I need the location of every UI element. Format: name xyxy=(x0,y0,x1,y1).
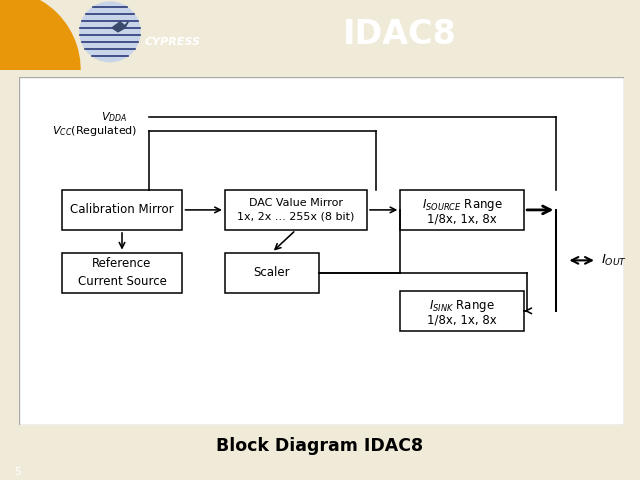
Text: Calibration Mirror: Calibration Mirror xyxy=(70,204,174,216)
Circle shape xyxy=(80,2,140,61)
Wedge shape xyxy=(0,0,80,84)
Text: Scaler: Scaler xyxy=(253,266,290,279)
Text: Reference
Current Source: Reference Current Source xyxy=(77,257,166,288)
Text: IDAC8: IDAC8 xyxy=(343,18,457,51)
Bar xyxy=(225,252,319,292)
Text: $V_{DDA}$: $V_{DDA}$ xyxy=(101,110,127,124)
Text: 1/8x, 1x, 8x: 1/8x, 1x, 8x xyxy=(428,313,497,326)
Bar xyxy=(61,252,182,292)
Text: $I_{SOURCE}$ Range: $I_{SOURCE}$ Range xyxy=(422,197,502,213)
Text: CYPRESS: CYPRESS xyxy=(145,37,201,47)
Bar xyxy=(61,190,182,230)
Bar xyxy=(225,190,367,230)
Text: 5: 5 xyxy=(15,467,22,477)
Polygon shape xyxy=(112,22,128,32)
Text: $I_{OUT}$: $I_{OUT}$ xyxy=(601,253,627,268)
Bar xyxy=(400,190,524,230)
Text: $V_{CC}$(Regulated): $V_{CC}$(Regulated) xyxy=(52,124,138,138)
Text: $I_{SINK}$ Range: $I_{SINK}$ Range xyxy=(429,298,495,313)
Text: DAC Value Mirror
1x, 2x ... 255x (8 bit): DAC Value Mirror 1x, 2x ... 255x (8 bit) xyxy=(237,198,355,222)
Text: Block Diagram IDAC8: Block Diagram IDAC8 xyxy=(216,436,424,455)
Bar xyxy=(400,291,524,331)
Text: 1/8x, 1x, 8x: 1/8x, 1x, 8x xyxy=(428,212,497,225)
